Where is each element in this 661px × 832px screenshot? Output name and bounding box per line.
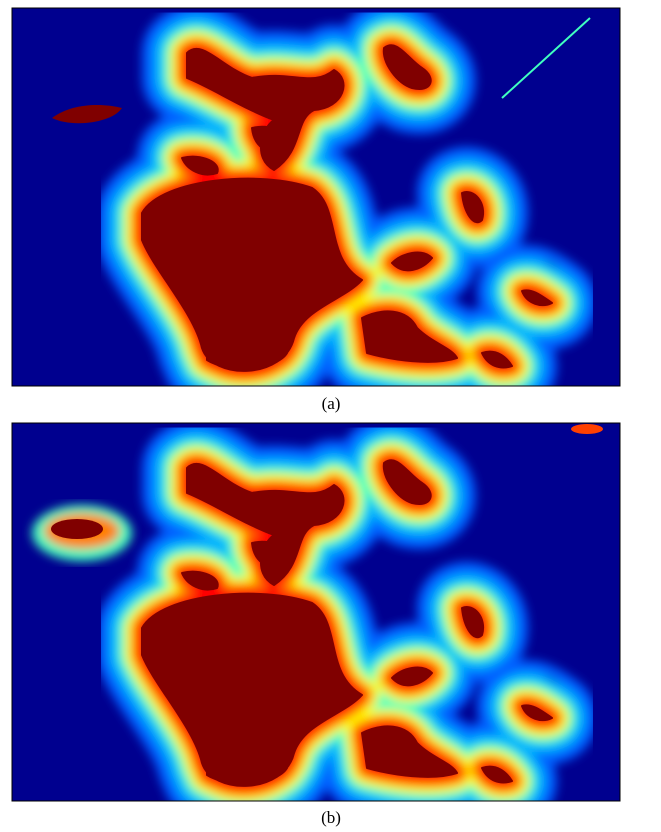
caption: (b)	[321, 808, 341, 827]
page: (a) (b) (() => { const data = JSON.parse…	[0, 0, 661, 832]
figure: (a) (b)	[0, 0, 661, 832]
heatmap-b	[12, 423, 620, 801]
caption: (a)	[322, 394, 341, 413]
heatmap-a	[12, 8, 620, 386]
